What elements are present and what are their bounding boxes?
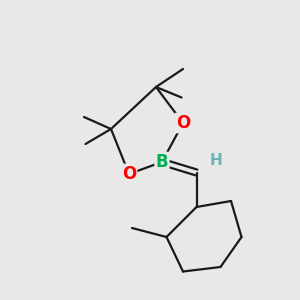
Text: H: H <box>210 153 222 168</box>
Text: B: B <box>156 153 168 171</box>
Text: O: O <box>122 165 136 183</box>
Text: O: O <box>176 114 190 132</box>
